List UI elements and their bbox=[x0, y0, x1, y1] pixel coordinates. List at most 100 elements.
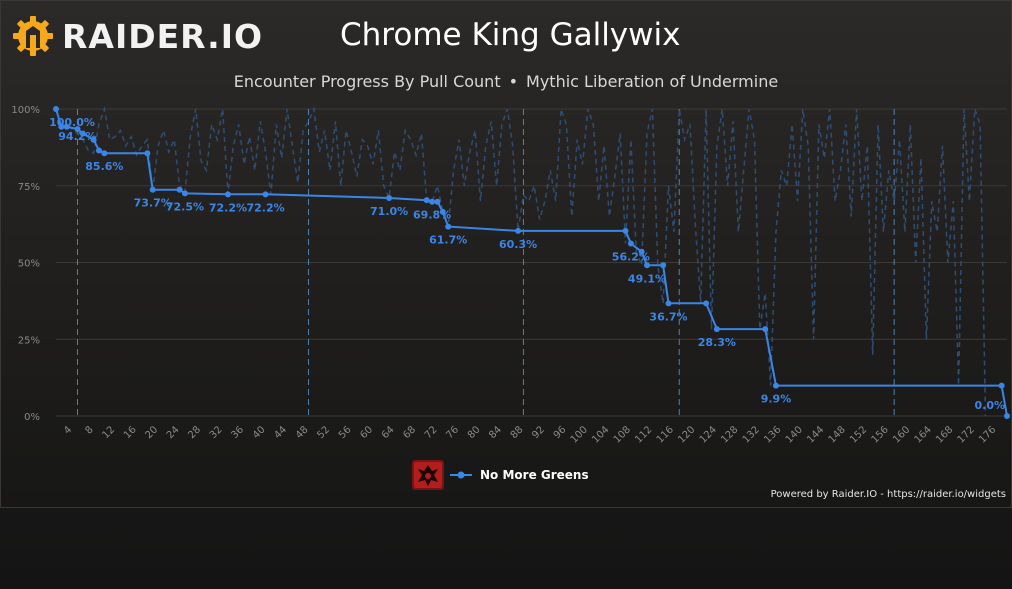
progress-chart: 100.0%94.2% 85.6% 73.7%72.5% 72.2% 72.2% 71.0… bbox=[11, 105, 1010, 446]
data-point bbox=[439, 208, 446, 215]
raiderio-gear-icon bbox=[13, 16, 53, 56]
subtitle-right: Mythic Liberation of Undermine bbox=[526, 72, 779, 91]
data-labels: 100.0%94.2% 85.6% 73.7%72.5% 72.2% 72.2% 71.0… bbox=[49, 116, 1005, 412]
x-tick-label: 176 bbox=[977, 424, 998, 445]
x-tick-label: 60 bbox=[358, 424, 375, 441]
x-tick-label: 64 bbox=[380, 424, 397, 441]
x-tick-label: 36 bbox=[229, 424, 246, 441]
data-point bbox=[445, 223, 452, 230]
x-tick-label: 68 bbox=[401, 424, 418, 441]
x-tick-label: 4 bbox=[62, 424, 74, 436]
data-label: 61.7% bbox=[429, 234, 467, 247]
subtitle-separator: • bbox=[508, 72, 519, 91]
data-point bbox=[149, 186, 156, 193]
legend[interactable]: No More Greens bbox=[412, 460, 589, 490]
data-point bbox=[762, 326, 769, 333]
raiderio-logo[interactable]: RAIDER.IO bbox=[12, 15, 263, 57]
x-tick-label: 52 bbox=[315, 424, 332, 441]
data-label: 36.7% bbox=[649, 310, 687, 323]
data-point bbox=[772, 382, 779, 389]
x-tick-label: 16 bbox=[122, 424, 139, 441]
data-point bbox=[181, 190, 188, 197]
x-tick-label: 100 bbox=[569, 424, 590, 445]
data-point bbox=[434, 198, 441, 205]
data-point bbox=[638, 248, 645, 255]
pull-progress-line bbox=[55, 106, 987, 417]
x-tick-label: 112 bbox=[633, 424, 654, 445]
x-axis-ticks: 4 8 12 16 20 24 28 32 36 40 44 48 52 56 60 64 68 72 76 80 84… bbox=[62, 424, 998, 445]
data-point bbox=[644, 262, 651, 269]
data-point bbox=[101, 150, 108, 157]
chart-title: Chrome King Gallywix bbox=[340, 17, 681, 53]
data-point bbox=[515, 227, 522, 234]
horde-guild-icon bbox=[412, 460, 444, 490]
data-point bbox=[262, 191, 269, 198]
x-tick-label: 120 bbox=[676, 424, 697, 445]
data-label: 71.0% bbox=[370, 205, 408, 218]
x-tick-label: 80 bbox=[466, 424, 483, 441]
data-point bbox=[665, 300, 672, 307]
data-point bbox=[74, 125, 81, 132]
x-tick-label: 40 bbox=[251, 424, 268, 441]
data-point bbox=[622, 227, 629, 234]
chart-grid bbox=[56, 108, 1007, 417]
data-point bbox=[176, 186, 183, 193]
chart-markers bbox=[76, 109, 895, 416]
pull-series bbox=[55, 106, 987, 417]
y-axis-ticks: 0% 25% 50% 75% 100% bbox=[11, 105, 40, 423]
x-tick-label: 32 bbox=[208, 424, 225, 441]
x-tick-label: 168 bbox=[934, 424, 955, 445]
data-point bbox=[95, 147, 102, 154]
data-point bbox=[713, 326, 720, 333]
x-tick-label: 148 bbox=[827, 424, 848, 445]
data-label: 9.9% bbox=[761, 393, 792, 406]
x-tick-label: 48 bbox=[294, 424, 311, 441]
x-tick-label: 164 bbox=[913, 424, 934, 445]
data-point bbox=[386, 195, 393, 202]
x-tick-label: 92 bbox=[530, 424, 547, 441]
x-tick-label: 128 bbox=[719, 424, 740, 445]
x-tick-label: 152 bbox=[848, 424, 869, 445]
data-point bbox=[1004, 413, 1010, 419]
data-label: 72.2% bbox=[209, 201, 247, 214]
x-tick-label: 76 bbox=[444, 424, 461, 441]
data-label: 0.0% bbox=[974, 399, 1005, 412]
data-point bbox=[627, 240, 634, 247]
data-point bbox=[90, 136, 97, 143]
data-point bbox=[660, 262, 667, 269]
x-tick-label: 144 bbox=[805, 424, 826, 445]
best-series-points bbox=[53, 106, 1010, 419]
data-label: 100.0% bbox=[49, 116, 95, 129]
y-tick-label: 0% bbox=[24, 412, 40, 423]
x-tick-label: 8 bbox=[83, 424, 95, 436]
x-tick-label: 116 bbox=[655, 424, 676, 445]
x-tick-label: 136 bbox=[762, 424, 783, 445]
x-tick-label: 20 bbox=[143, 424, 160, 441]
data-point bbox=[58, 123, 65, 130]
x-tick-label: 156 bbox=[870, 424, 891, 445]
subtitle-left: Encounter Progress By Pull Count bbox=[233, 72, 501, 91]
x-tick-label: 140 bbox=[784, 424, 805, 445]
x-tick-label: 160 bbox=[891, 424, 912, 445]
data-label: 72.5% bbox=[166, 200, 204, 213]
data-label: 60.3% bbox=[499, 238, 537, 251]
data-point bbox=[998, 382, 1005, 389]
data-point bbox=[429, 198, 436, 205]
y-tick-label: 50% bbox=[18, 259, 40, 270]
data-point bbox=[703, 300, 710, 307]
y-tick-label: 100% bbox=[11, 105, 40, 116]
x-tick-label: 172 bbox=[956, 424, 977, 445]
x-tick-label: 104 bbox=[590, 424, 611, 445]
data-label: 28.3% bbox=[698, 336, 736, 349]
data-label: 69.8% bbox=[413, 209, 451, 222]
chart-subtitle: Encounter Progress By Pull Count • Mythic … bbox=[0, 72, 1012, 91]
x-tick-label: 72 bbox=[423, 424, 440, 441]
powered-by-link[interactable]: Powered by Raider.IO - https://raider.io… bbox=[770, 489, 1006, 500]
data-label: 56.2% bbox=[612, 250, 650, 263]
x-tick-label: 84 bbox=[487, 424, 504, 441]
x-tick-label: 96 bbox=[552, 424, 569, 441]
data-label: 72.2% bbox=[246, 201, 284, 214]
data-point bbox=[53, 106, 59, 112]
data-point bbox=[423, 197, 430, 204]
data-point bbox=[144, 150, 151, 157]
